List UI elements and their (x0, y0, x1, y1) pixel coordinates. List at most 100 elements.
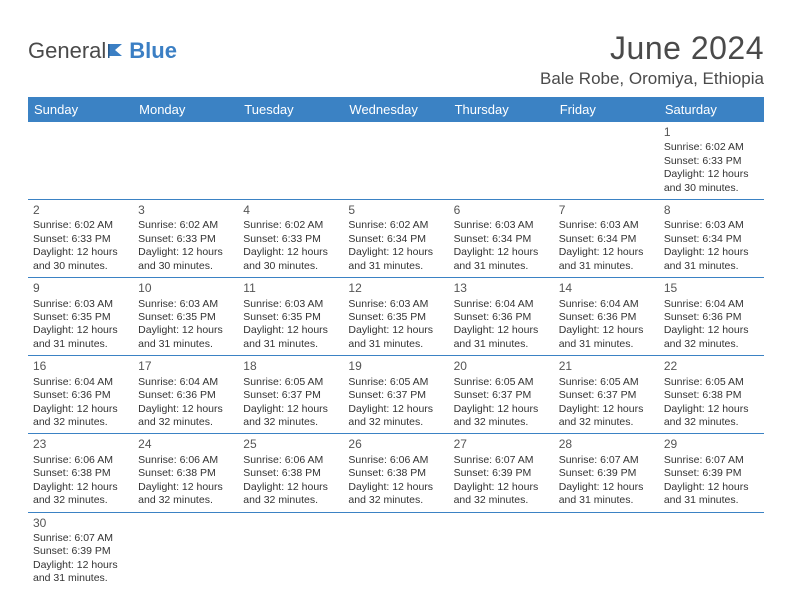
sunrise-line: Sunrise: 6:06 AM (243, 454, 338, 467)
daylight-line-2: and 32 minutes. (243, 416, 338, 429)
calendar-cell: 19Sunrise: 6:05 AMSunset: 6:37 PMDayligh… (343, 356, 448, 434)
daylight-line-2: and 31 minutes. (243, 338, 338, 351)
sunrise-line: Sunrise: 6:04 AM (33, 376, 128, 389)
sunset-line: Sunset: 6:33 PM (664, 155, 759, 168)
daylight-line-2: and 32 minutes. (559, 416, 654, 429)
calendar-cell: 16Sunrise: 6:04 AMSunset: 6:36 PMDayligh… (28, 356, 133, 434)
calendar-cell (343, 122, 448, 200)
daylight-line-1: Daylight: 12 hours (243, 246, 338, 259)
calendar-cell: 4Sunrise: 6:02 AMSunset: 6:33 PMDaylight… (238, 200, 343, 278)
title-block: June 2024 Bale Robe, Oromiya, Ethiopia (540, 30, 764, 89)
daylight-line-2: and 31 minutes. (664, 494, 759, 507)
daylight-line-2: and 31 minutes. (348, 338, 443, 351)
calendar-cell (133, 512, 238, 590)
calendar-cell (133, 122, 238, 200)
sunset-line: Sunset: 6:39 PM (559, 467, 654, 480)
sunset-line: Sunset: 6:34 PM (664, 233, 759, 246)
day-number: 14 (559, 281, 654, 296)
location-text: Bale Robe, Oromiya, Ethiopia (540, 69, 764, 89)
daylight-line-2: and 32 minutes. (454, 494, 549, 507)
sunset-line: Sunset: 6:39 PM (664, 467, 759, 480)
calendar-cell: 30Sunrise: 6:07 AMSunset: 6:39 PMDayligh… (28, 512, 133, 590)
day-number: 30 (33, 516, 128, 531)
calendar-cell (449, 512, 554, 590)
daylight-line-1: Daylight: 12 hours (559, 246, 654, 259)
daylight-line-2: and 32 minutes. (664, 338, 759, 351)
sunset-line: Sunset: 6:34 PM (348, 233, 443, 246)
day-number: 7 (559, 203, 654, 218)
calendar-cell: 15Sunrise: 6:04 AMSunset: 6:36 PMDayligh… (659, 278, 764, 356)
sunrise-line: Sunrise: 6:04 AM (664, 298, 759, 311)
sunset-line: Sunset: 6:38 PM (138, 467, 233, 480)
calendar-cell: 17Sunrise: 6:04 AMSunset: 6:36 PMDayligh… (133, 356, 238, 434)
weekday-header: Tuesday (238, 97, 343, 122)
daylight-line-1: Daylight: 12 hours (664, 481, 759, 494)
daylight-line-1: Daylight: 12 hours (33, 481, 128, 494)
calendar-cell: 23Sunrise: 6:06 AMSunset: 6:38 PMDayligh… (28, 434, 133, 512)
calendar-cell: 13Sunrise: 6:04 AMSunset: 6:36 PMDayligh… (449, 278, 554, 356)
daylight-line-2: and 32 minutes. (243, 494, 338, 507)
month-title: June 2024 (540, 30, 764, 67)
daylight-line-1: Daylight: 12 hours (559, 481, 654, 494)
calendar-cell: 20Sunrise: 6:05 AMSunset: 6:37 PMDayligh… (449, 356, 554, 434)
daylight-line-2: and 31 minutes. (33, 338, 128, 351)
day-number: 23 (33, 437, 128, 452)
calendar-cell: 27Sunrise: 6:07 AMSunset: 6:39 PMDayligh… (449, 434, 554, 512)
daylight-line-2: and 30 minutes. (33, 260, 128, 273)
calendar-row: 2Sunrise: 6:02 AMSunset: 6:33 PMDaylight… (28, 200, 764, 278)
calendar-cell: 2Sunrise: 6:02 AMSunset: 6:33 PMDaylight… (28, 200, 133, 278)
daylight-line-2: and 31 minutes. (454, 338, 549, 351)
daylight-line-2: and 31 minutes. (348, 260, 443, 273)
daylight-line-1: Daylight: 12 hours (138, 324, 233, 337)
daylight-line-1: Daylight: 12 hours (559, 324, 654, 337)
calendar-table: SundayMondayTuesdayWednesdayThursdayFrid… (28, 97, 764, 590)
daylight-line-2: and 32 minutes. (348, 494, 443, 507)
sunset-line: Sunset: 6:39 PM (33, 545, 128, 558)
day-number: 28 (559, 437, 654, 452)
calendar-cell: 12Sunrise: 6:03 AMSunset: 6:35 PMDayligh… (343, 278, 448, 356)
day-number: 27 (454, 437, 549, 452)
daylight-line-1: Daylight: 12 hours (243, 403, 338, 416)
calendar-head: SundayMondayTuesdayWednesdayThursdayFrid… (28, 97, 764, 122)
daylight-line-1: Daylight: 12 hours (348, 481, 443, 494)
daylight-line-2: and 30 minutes. (138, 260, 233, 273)
daylight-line-2: and 31 minutes. (559, 260, 654, 273)
calendar-cell (238, 512, 343, 590)
sunrise-line: Sunrise: 6:04 AM (138, 376, 233, 389)
day-number: 12 (348, 281, 443, 296)
calendar-row: 9Sunrise: 6:03 AMSunset: 6:35 PMDaylight… (28, 278, 764, 356)
sunset-line: Sunset: 6:38 PM (664, 389, 759, 402)
calendar-cell (554, 512, 659, 590)
brand-part2: Blue (129, 38, 177, 64)
calendar-cell: 10Sunrise: 6:03 AMSunset: 6:35 PMDayligh… (133, 278, 238, 356)
sunset-line: Sunset: 6:37 PM (454, 389, 549, 402)
calendar-cell: 6Sunrise: 6:03 AMSunset: 6:34 PMDaylight… (449, 200, 554, 278)
day-number: 5 (348, 203, 443, 218)
sunrise-line: Sunrise: 6:07 AM (454, 454, 549, 467)
daylight-line-2: and 32 minutes. (33, 494, 128, 507)
daylight-line-1: Daylight: 12 hours (243, 481, 338, 494)
day-number: 18 (243, 359, 338, 374)
brand-logo: GeneralBlue (28, 38, 177, 64)
day-number: 21 (559, 359, 654, 374)
flag-icon (108, 38, 128, 64)
calendar-cell: 8Sunrise: 6:03 AMSunset: 6:34 PMDaylight… (659, 200, 764, 278)
sunrise-line: Sunrise: 6:03 AM (664, 219, 759, 232)
day-number: 24 (138, 437, 233, 452)
day-number: 25 (243, 437, 338, 452)
day-number: 19 (348, 359, 443, 374)
day-number: 6 (454, 203, 549, 218)
daylight-line-1: Daylight: 12 hours (33, 246, 128, 259)
sunset-line: Sunset: 6:35 PM (138, 311, 233, 324)
daylight-line-2: and 31 minutes. (559, 494, 654, 507)
sunset-line: Sunset: 6:36 PM (664, 311, 759, 324)
daylight-line-1: Daylight: 12 hours (138, 403, 233, 416)
daylight-line-2: and 32 minutes. (138, 416, 233, 429)
day-number: 9 (33, 281, 128, 296)
calendar-cell: 18Sunrise: 6:05 AMSunset: 6:37 PMDayligh… (238, 356, 343, 434)
sunset-line: Sunset: 6:35 PM (33, 311, 128, 324)
daylight-line-1: Daylight: 12 hours (454, 246, 549, 259)
calendar-cell (343, 512, 448, 590)
weekday-header: Monday (133, 97, 238, 122)
daylight-line-2: and 30 minutes. (664, 182, 759, 195)
